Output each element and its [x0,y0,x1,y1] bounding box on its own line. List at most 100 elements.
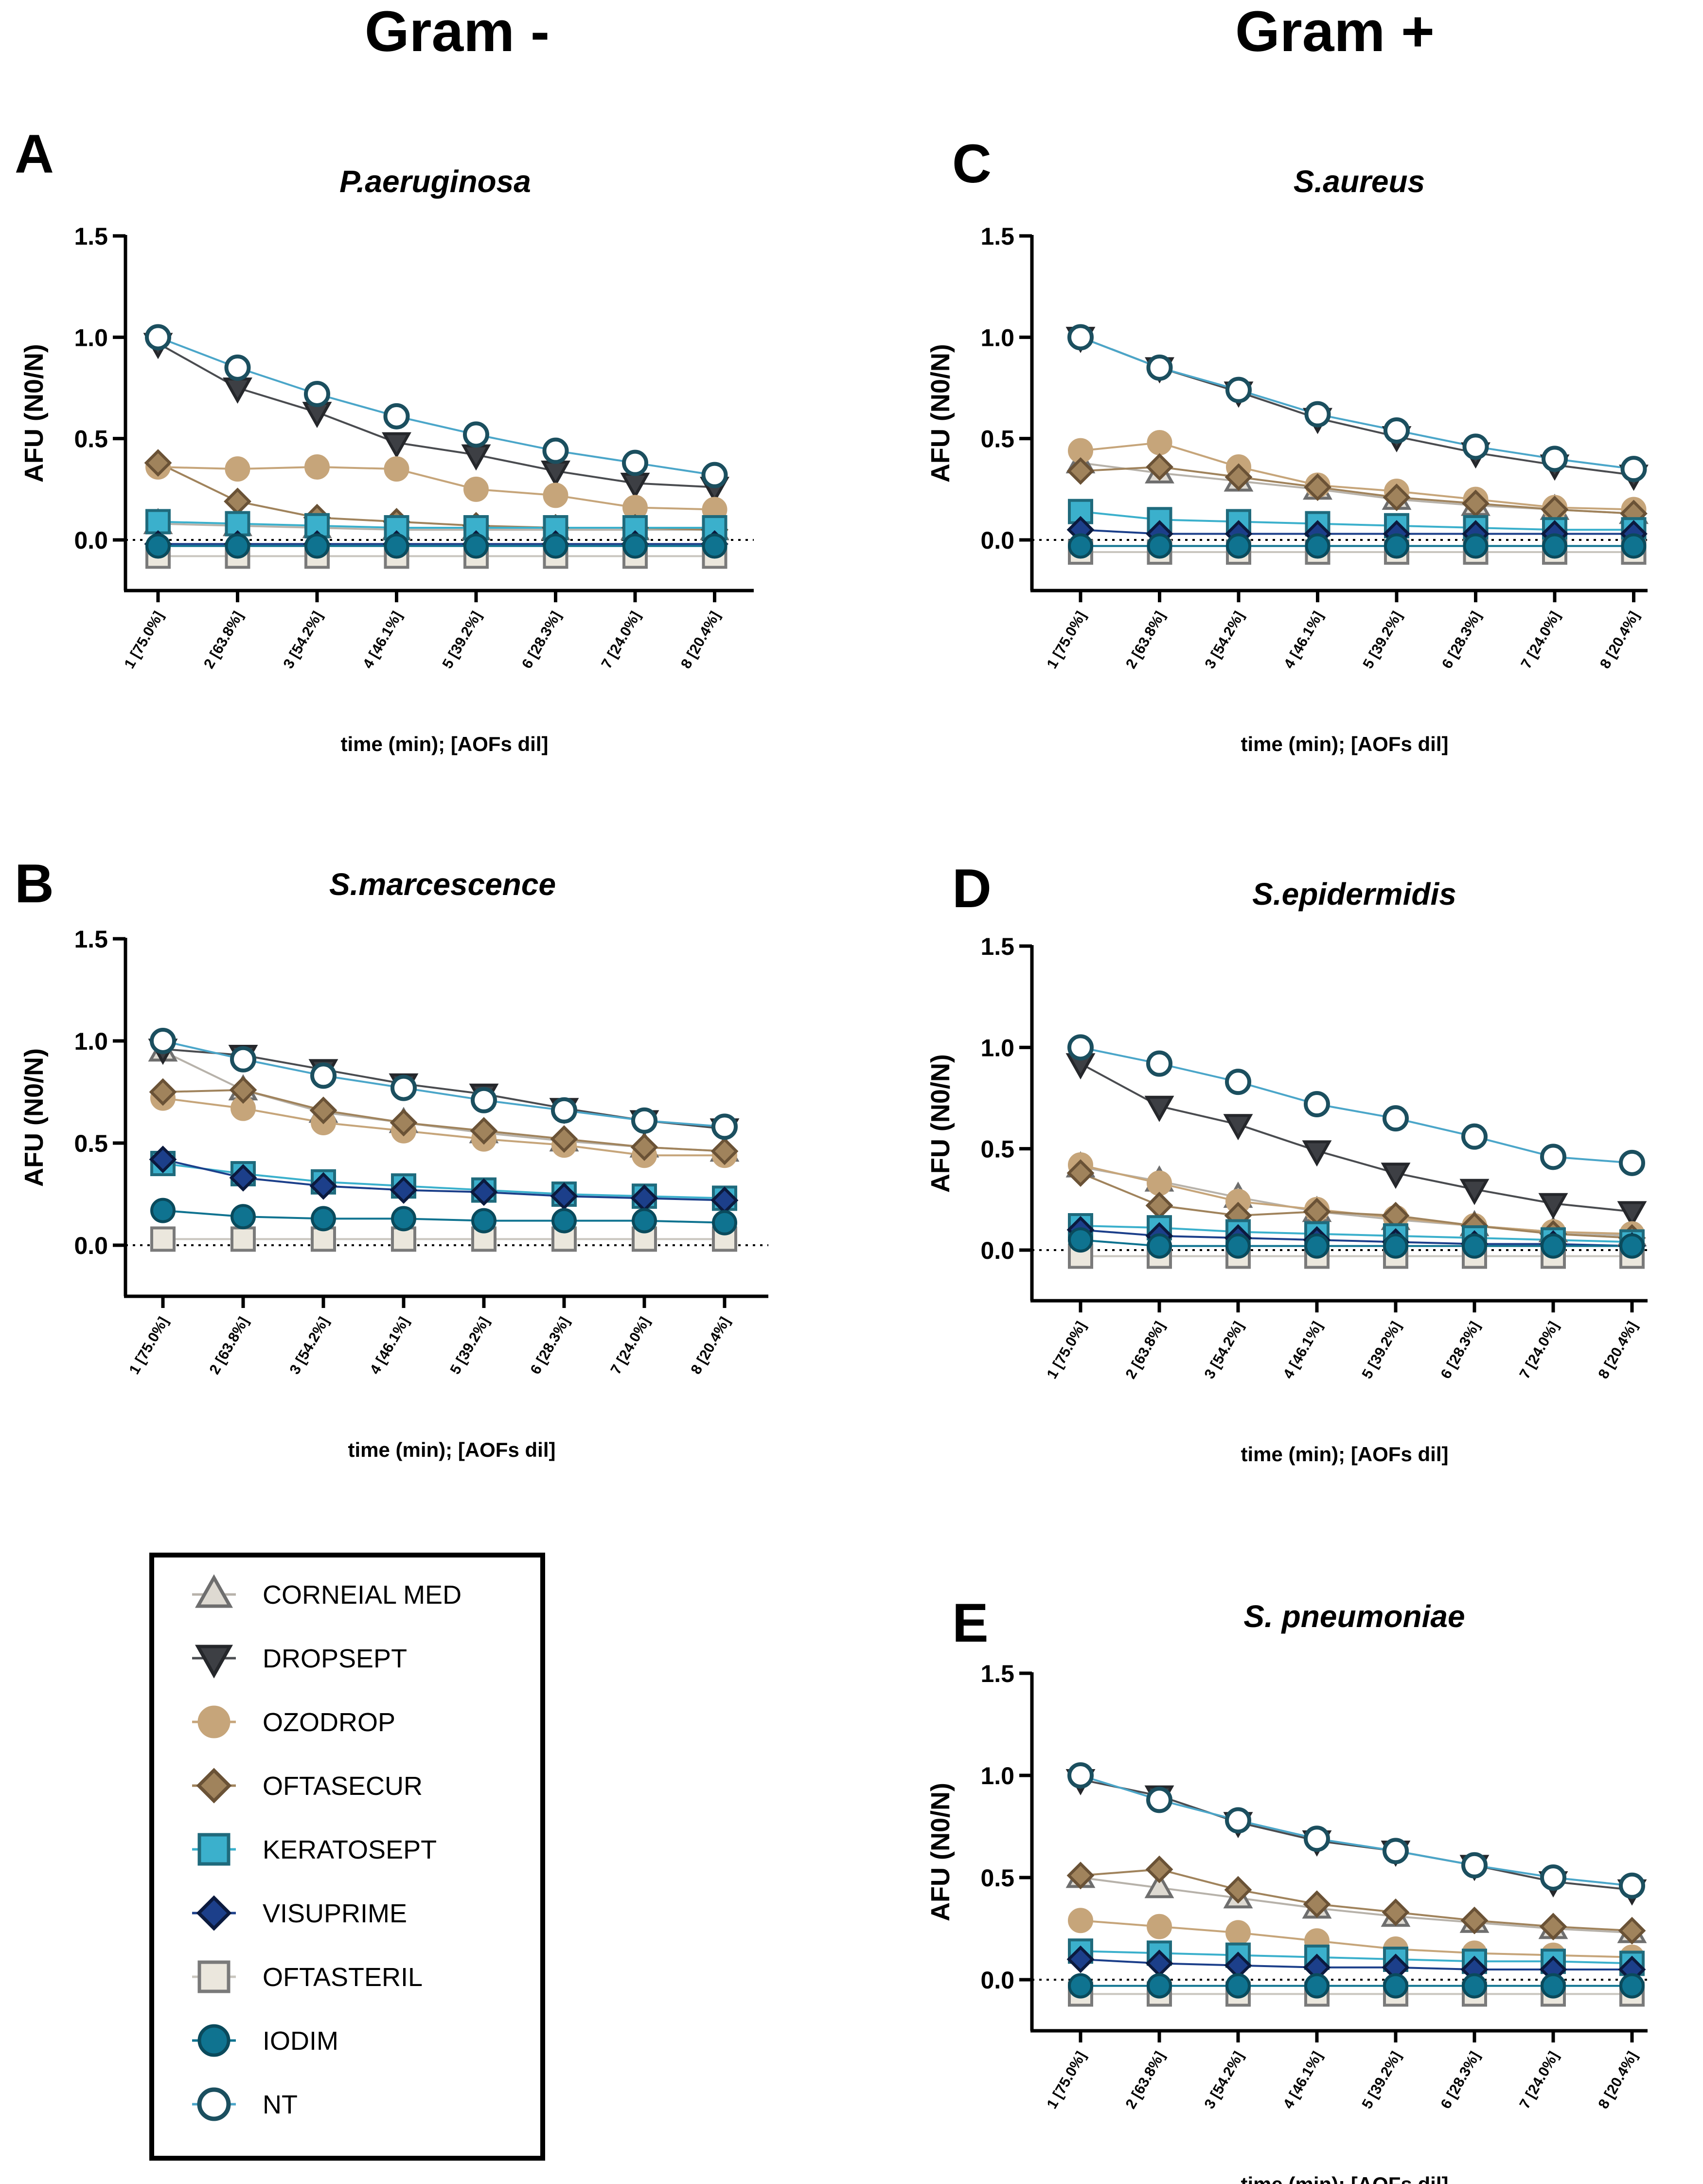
data-point [1383,1838,1409,1864]
data-point [1068,1973,1093,1999]
data-point [1302,1140,1332,1167]
data-point [230,1046,256,1073]
series-iodim [1068,1227,1645,1259]
chart-title: P.aeruginosa [339,164,531,199]
data-point [229,1076,257,1104]
series-line-nt [1080,1774,1632,1887]
y-tick-label: 0.5 [980,426,1014,453]
series-line-corneial-med [158,522,715,531]
legend-item-oftasteril: OFTASTERIL [192,1960,423,1993]
data-point [149,1078,177,1106]
legend-label: DROPSEPT [263,1644,407,1673]
data-point [1383,483,1411,511]
y-tick-label: 0.5 [74,1130,108,1157]
data-point [150,1226,176,1252]
y-tick-label: 1.5 [74,223,108,250]
data-point [231,1204,256,1230]
data-point [1461,1852,1488,1879]
data-point [711,1113,738,1140]
data-point [1147,1233,1172,1259]
data-point [1146,1050,1172,1077]
data-point [304,454,330,480]
data-point [1460,1906,1489,1934]
data-point [1619,1973,1645,1999]
data-point [1225,1069,1251,1095]
series-line-ozodrop [158,465,715,511]
legend-label: CORNEIAL MED [263,1580,461,1610]
data-point [390,1074,417,1101]
legend-marker [196,1768,232,1804]
legend-marker [195,1645,233,1679]
series-nt [1067,324,1647,483]
data-point [384,533,409,559]
data-point [145,533,171,559]
data-point [543,533,568,559]
y-axis-label: AFU (N0/N) [926,1783,955,1921]
series-nt [145,324,728,488]
legend-label: IODIM [263,2026,338,2056]
data-point [1619,1149,1645,1176]
series-line-keratosept [1080,1950,1632,1965]
legend-marker [196,1895,232,1931]
data-point [463,476,489,502]
data-point [1542,446,1568,472]
chart-title: S. pneumoniae [1243,1599,1465,1634]
y-axis-label: AFU (N0/N) [926,1054,955,1193]
data-point [150,1198,176,1223]
data-point [1144,1872,1174,1898]
series-line-nt [162,1040,725,1128]
data-point [1147,533,1172,559]
series-iodim [1068,533,1647,559]
data-point [229,1164,257,1192]
data-point [1305,533,1330,559]
panel-letter: D [952,858,992,919]
data-point [144,449,172,477]
data-point [1303,1890,1331,1918]
header-gram-positive: Gram + [1235,0,1435,64]
legend: CORNEIAL MED DROPSEPT OZODROP OFTASECUR KERA… [149,1553,545,2161]
data-point [145,324,171,351]
data-point [225,456,250,482]
data-point [1461,1123,1488,1150]
data-point [470,1178,498,1206]
data-point [1225,376,1252,403]
data-point [630,1133,658,1161]
data-point [1620,456,1647,483]
data-point [1226,533,1251,559]
data-point [1383,1105,1409,1132]
data-point [1304,1233,1330,1259]
chart-title: S.marcescence [329,867,556,902]
data-point [1619,1233,1645,1259]
data-point [1068,1908,1093,1933]
data-point [1225,1233,1251,1259]
data-point [1304,1826,1330,1852]
data-point [1066,1159,1095,1187]
data-point [1384,533,1409,559]
data-point [1146,354,1173,381]
data-point [1068,1227,1093,1253]
series-line-oftasecur [1080,465,1634,515]
series-oftasecur [149,1076,739,1165]
y-tick-label: 0.0 [980,527,1014,554]
data-point [382,432,411,459]
panel-letter: A [15,124,54,184]
y-tick-label: 0.0 [74,1232,108,1259]
data-point [225,533,250,559]
panel-letter: B [15,853,54,914]
series-nt [150,1028,738,1140]
legend-item-ozodrop: OZODROP [192,1705,395,1738]
legend-marker [197,2024,231,2057]
data-point [383,403,410,430]
data-point [1066,457,1095,485]
series-ozodrop [145,454,727,522]
y-tick-label: 1.0 [74,1028,108,1055]
series-line-dropsept [1080,1778,1632,1891]
legend-item-visuprime: VISUPRIME [192,1895,407,1931]
data-point [632,1208,657,1234]
data-point [1459,1179,1490,1205]
data-point [1462,433,1489,460]
y-tick-label: 0.0 [74,527,108,554]
y-axis-label: AFU (N0/N) [926,344,955,483]
data-point [471,1087,497,1113]
series-line-oftasecur [1080,1172,1632,1239]
